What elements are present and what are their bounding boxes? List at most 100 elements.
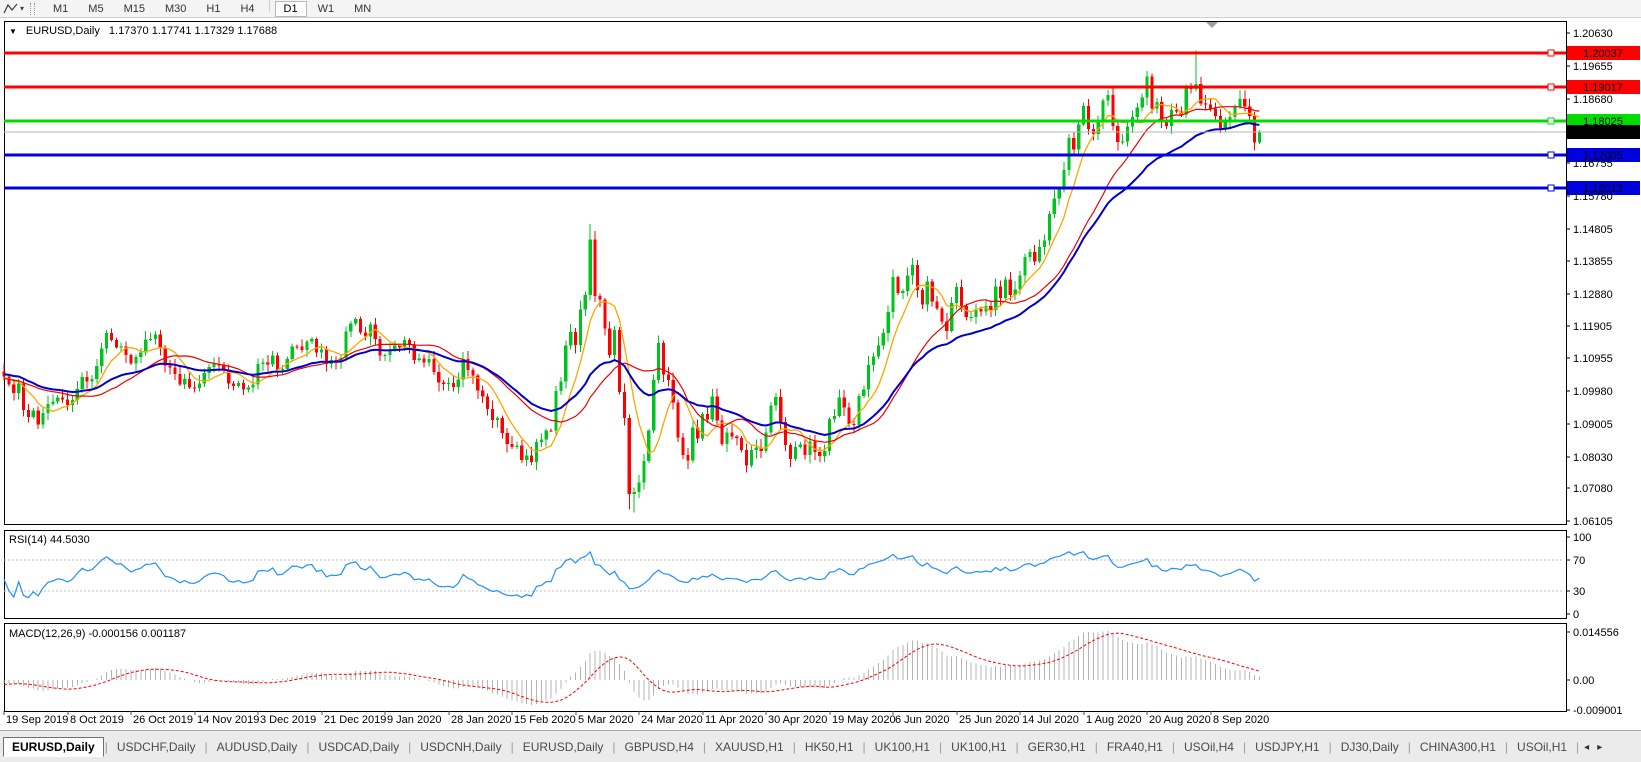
svg-text:0: 0 — [1573, 609, 1579, 621]
tab-divider: | — [306, 740, 310, 754]
timeframe-button-d1[interactable]: D1 — [274, 1, 307, 17]
timeframe-button-w1[interactable]: W1 — [317, 3, 335, 15]
svg-text:1.07080: 1.07080 — [1573, 483, 1613, 495]
svg-text:19 Sep 2019: 19 Sep 2019 — [6, 714, 68, 726]
chart-ohlc-readout: 1.17370 1.17741 1.17329 1.17688 — [108, 25, 278, 37]
chart-tab-usoil-h4[interactable]: USOil,H4 — [1183, 740, 1234, 754]
dropdown-caret-icon[interactable]: ▾ — [20, 4, 25, 13]
date-axis[interactable]: 19 Sep 2019 8 Oct 2019 26 Oct 2019 14 Nov 2… — [3, 711, 1269, 726]
svg-text:8 Sep 2020: 8 Sep 2020 — [1213, 714, 1269, 726]
svg-text:1.19017: 1.19017 — [1583, 82, 1623, 94]
svg-text:20 Aug 2020: 20 Aug 2020 — [1149, 714, 1211, 726]
timeframe-button-m5[interactable]: M5 — [88, 3, 104, 15]
chart-tab-fra40-h1[interactable]: FRA40,H1 — [1106, 740, 1163, 754]
svg-text:1.09980: 1.09980 — [1573, 386, 1613, 398]
macd-indicator-label: MACD(12,26,9) -0.000156 0.001187 — [9, 628, 187, 640]
hline-support-blue-lower[interactable]: 1.16013 — [4, 181, 1640, 195]
tab-divider: | — [1171, 740, 1175, 754]
svg-text:1.14805: 1.14805 — [1573, 224, 1613, 236]
hline-resistance-upper[interactable]: 1.20037 — [4, 46, 1640, 60]
hline-support-blue-upper[interactable]: 1.17005 — [4, 148, 1640, 162]
collapse-chart-icon[interactable]: ▼ — [9, 26, 17, 36]
price-axis[interactable]: 1.20630 1.19655 1.18680 1.16755 1.15780 1.148… — [1566, 28, 1613, 528]
tab-divider: | — [204, 740, 208, 754]
svg-text:26 Oct 2019: 26 Oct 2019 — [133, 714, 193, 726]
rsi-axis[interactable]: 100 70 30 0 — [1566, 532, 1591, 621]
svg-text:1.20630: 1.20630 — [1573, 28, 1613, 40]
svg-text:14 Nov 2019: 14 Nov 2019 — [197, 714, 259, 726]
tab-scroll-right-icon[interactable]: ▸ — [1597, 741, 1603, 753]
svg-text:14 Jul 2020: 14 Jul 2020 — [1022, 714, 1079, 726]
line-studies-icon[interactable] — [3, 2, 19, 15]
ma-fast-line — [3, 98, 1260, 454]
macd-signal-line — [3, 632, 1260, 703]
chart-tab-uk100-h1[interactable]: UK100,H1 — [874, 740, 931, 754]
tab-divider: | — [792, 740, 796, 754]
chart-tab-uk100-h1[interactable]: UK100,H1 — [951, 740, 1007, 754]
current-price-line: 1.17688 — [4, 125, 1640, 139]
svg-text:100: 100 — [1573, 532, 1591, 544]
tab-divider: | — [1015, 740, 1019, 754]
chart-tab-usdcad-daily[interactable]: USDCAD,Daily — [318, 740, 400, 754]
macd-axis[interactable]: 0.014556 0.00 -0.009001 — [1566, 627, 1623, 717]
svg-text:15 Feb 2020: 15 Feb 2020 — [514, 714, 576, 726]
svg-text:70: 70 — [1573, 555, 1585, 567]
svg-text:19 May 2020: 19 May 2020 — [832, 714, 896, 726]
chart-canvas[interactable]: 1.200371.190171.180251.170051.160131.176… — [0, 0, 1641, 730]
tab-divider: | — [1242, 740, 1247, 754]
chart-tab-xauusd-h1[interactable]: XAUUSD,H1 — [715, 740, 784, 754]
svg-text:21 Dec 2019: 21 Dec 2019 — [324, 714, 386, 726]
chart-tab-eurusd-daily[interactable]: EURUSD,Daily — [3, 737, 104, 757]
panel-frames — [4, 21, 1567, 712]
chart-tab-hk50-h1[interactable]: HK50,H1 — [804, 740, 854, 754]
tab-divider: | — [612, 740, 616, 754]
hline-resistance-lower[interactable]: 1.19017 — [4, 80, 1640, 94]
chart-tab-usdjpy-h1[interactable]: USDJPY,H1 — [1255, 740, 1320, 754]
chart-tab-usoil-h1[interactable]: USOil,H1 — [1517, 740, 1568, 754]
chart-tab-audusd-daily[interactable]: AUDUSD,Daily — [216, 740, 298, 754]
timeframe-button-h1[interactable]: H1 — [206, 3, 221, 15]
macd-panel-border — [4, 623, 1567, 712]
svg-text:5 Mar 2020: 5 Mar 2020 — [578, 714, 634, 726]
tab-divider: | — [862, 740, 866, 754]
svg-text:6 Jun 2020: 6 Jun 2020 — [895, 714, 949, 726]
timeframe-button-h4[interactable]: H4 — [240, 3, 255, 15]
chart-tab-usdchf-daily[interactable]: USDCHF,Daily — [116, 740, 196, 754]
chart-tab-dj30-daily[interactable]: DJ30,Daily — [1340, 740, 1399, 754]
chart-plot-surface[interactable] — [4, 21, 1566, 524]
svg-text:1.18680: 1.18680 — [1573, 94, 1613, 106]
chart-tab-usdcnh-daily[interactable]: USDCNH,Daily — [420, 740, 502, 754]
svg-text:28 Jan 2020: 28 Jan 2020 — [451, 714, 512, 726]
chart-tab-china300-h1[interactable]: CHINA300,H1 — [1419, 740, 1496, 754]
tab-divider: | — [1407, 740, 1411, 754]
svg-text:0.014556: 0.014556 — [1573, 627, 1619, 639]
svg-text:30: 30 — [1573, 586, 1585, 598]
hline-handle — [1547, 117, 1555, 125]
svg-text:1.20037: 1.20037 — [1583, 48, 1623, 60]
chart-tab-gbpusd-h4[interactable]: GBPUSD,H4 — [624, 740, 694, 754]
timeframe-button-m30[interactable]: M30 — [164, 3, 187, 15]
timeframe-button-m1[interactable]: M1 — [53, 3, 69, 15]
rsi-line — [3, 550, 1260, 599]
tab-divider: | — [104, 740, 108, 754]
timeframe-button-mn[interactable]: MN — [354, 3, 372, 15]
chart-title-row: ▼ EURUSD,Daily 1.17370 1.17741 1.17329 1… — [9, 25, 277, 37]
chart-tab-ger30-h1[interactable]: GER30,H1 — [1027, 740, 1086, 754]
tab-divider: | — [1504, 740, 1509, 754]
tab-divider: | — [408, 740, 412, 754]
ma-mid-line — [3, 106, 1260, 443]
svg-text:1.15780: 1.15780 — [1573, 191, 1613, 203]
tab-divider: | — [1328, 740, 1332, 754]
tab-scroll-left-icon[interactable]: ◂ — [1584, 741, 1590, 753]
tab-divider: | — [1576, 740, 1580, 754]
svg-text:1.16755: 1.16755 — [1573, 158, 1613, 170]
hline-handle — [1547, 49, 1555, 57]
chart-tab-eurusd-daily[interactable]: EURUSD,Daily — [522, 740, 604, 754]
timeframe-button-m15[interactable]: M15 — [123, 3, 145, 15]
chart-symbol-period: EURUSD,Daily — [25, 25, 100, 37]
svg-text:1.08030: 1.08030 — [1573, 452, 1613, 464]
toolbar-grip — [30, 2, 36, 15]
chart-shift-marker-icon[interactable] — [1206, 22, 1218, 28]
hline-handle — [1547, 184, 1555, 192]
